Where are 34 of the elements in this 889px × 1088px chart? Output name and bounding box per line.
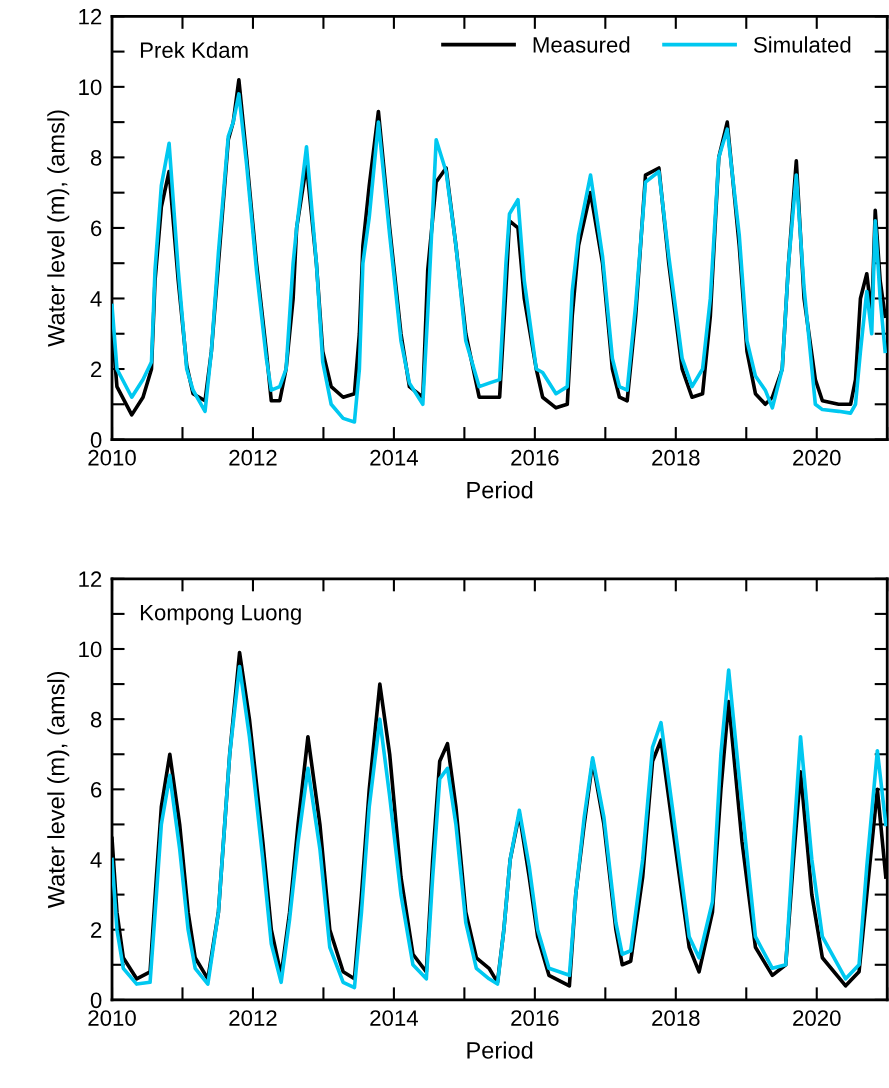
y-tick-label: 8: [90, 149, 102, 166]
x-tick-label: 2020: [793, 449, 841, 466]
y-tick-label: 0: [90, 432, 102, 448]
y-axis-title: Water level (m), (amsl): [47, 671, 70, 909]
y-tick-label: 12: [79, 8, 102, 25]
y-tick-label: 2: [91, 922, 102, 938]
x-tick-label: 2010: [88, 449, 136, 466]
x-tick-label: 2010: [88, 1010, 136, 1026]
y-tick-label: 4: [90, 852, 102, 868]
y-tick-label: 10: [79, 79, 102, 96]
legend-label: Measured: [533, 36, 630, 53]
x-tick-label: 2018: [652, 449, 700, 466]
x-tick-label: 2016: [511, 449, 559, 466]
x-tick-label: 2016: [511, 1010, 559, 1026]
y-tick-label: 12: [79, 571, 102, 587]
x-tick-label: 2012: [229, 449, 277, 466]
x-tick-label: 2018: [652, 1010, 700, 1026]
y-tick-label: 6: [91, 220, 102, 237]
x-tick-label: 2014: [370, 449, 418, 466]
y-tick-label: 0: [90, 992, 102, 1009]
x-tick-label: 2014: [370, 1010, 418, 1026]
x-tick-label: 2012: [229, 1010, 277, 1026]
x-axis-title: Period: [467, 481, 533, 499]
y-tick-label: 10: [79, 641, 102, 658]
y-tick-label: 4: [90, 291, 102, 307]
x-axis-title: Period: [467, 1041, 533, 1059]
y-tick-label: 6: [91, 781, 102, 798]
legend-label: Simulated: [753, 36, 851, 53]
y-tick-label: 2: [91, 361, 102, 378]
annotation: Kompong Luong: [140, 604, 301, 625]
y-axis-title: Water level (m), (amsl): [47, 110, 70, 347]
y-tick-label: 8: [90, 711, 102, 728]
annotation: Prek Kdam: [140, 41, 248, 59]
x-tick-label: 2020: [793, 1010, 841, 1026]
